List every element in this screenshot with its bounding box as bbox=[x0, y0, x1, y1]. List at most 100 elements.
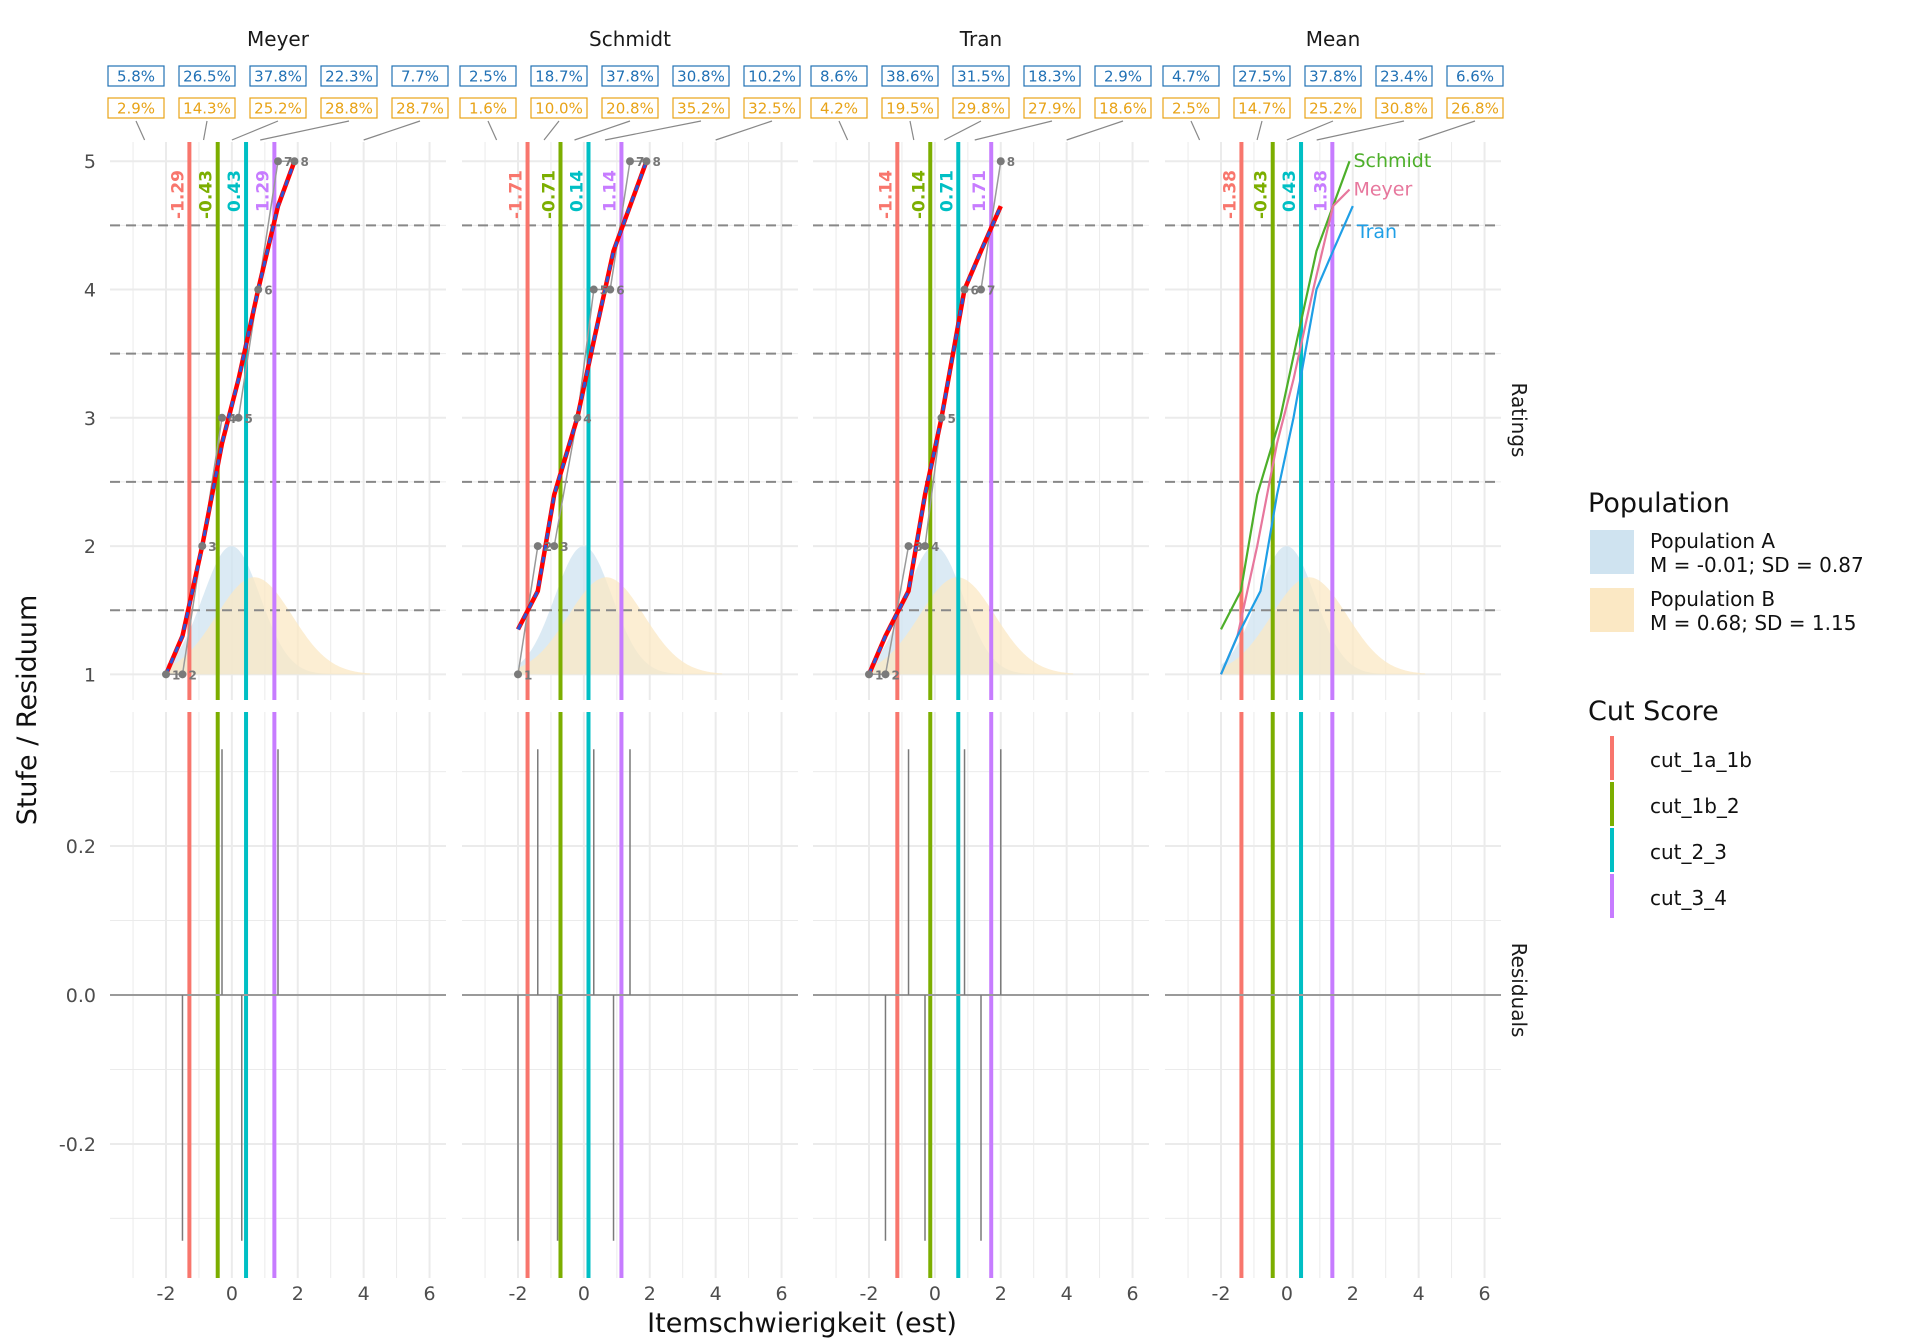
population-a-percent-box bbox=[320, 65, 378, 87]
item-label: 7 bbox=[987, 284, 995, 298]
population-b-percent-label: 30.8% bbox=[1380, 100, 1428, 118]
item-point bbox=[290, 157, 299, 166]
population-a-percent-box bbox=[952, 65, 1010, 87]
x-tick-label: 6 bbox=[423, 1283, 435, 1305]
item-label: 8 bbox=[652, 155, 660, 169]
population-a-percent-label: 31.5% bbox=[957, 68, 1005, 86]
item-point bbox=[234, 413, 243, 422]
cut-label: -0.14 bbox=[909, 170, 929, 219]
item-label: 6 bbox=[971, 284, 979, 298]
panel-meyer: Meyer-1.29 -0.43 0.43 1.295.8% 26.5% 37.8% 22.… bbox=[107, 27, 449, 1305]
population-b-percent-box bbox=[249, 97, 307, 119]
percent-leader-line bbox=[909, 120, 915, 141]
panel-title: Meyer bbox=[247, 27, 310, 51]
legend-label-cut: cut_1a_1b bbox=[1650, 748, 1752, 772]
population-b-percent-box bbox=[1162, 97, 1220, 119]
population-a-percent-label: 22.3% bbox=[325, 68, 373, 86]
row-strip-ratings: Ratings bbox=[1507, 383, 1531, 458]
item-label: 7 bbox=[284, 155, 292, 169]
population-b-percent-label: 20.8% bbox=[606, 100, 654, 118]
percent-leader-line bbox=[543, 120, 560, 141]
item-label: 2 bbox=[188, 668, 196, 682]
population-a-percent-label: 37.8% bbox=[254, 68, 302, 86]
item-label: 1 bbox=[524, 668, 532, 682]
x-tick-label: 6 bbox=[1478, 1283, 1490, 1305]
population-b-percent-box bbox=[952, 97, 1010, 119]
x-tick-label: 4 bbox=[358, 1283, 370, 1305]
percent-leader-line bbox=[260, 120, 350, 141]
item-point bbox=[162, 670, 170, 679]
item-point bbox=[960, 285, 969, 294]
cut-label: 0.14 bbox=[567, 170, 587, 212]
y-tick-label: -0.2 bbox=[59, 1134, 96, 1156]
x-tick-label: 2 bbox=[292, 1283, 304, 1305]
item-point bbox=[977, 285, 985, 294]
cut-label: 0.71 bbox=[937, 170, 957, 212]
legend-layer: Population Population AM = -0.01; SD = 0.… bbox=[1588, 488, 1864, 918]
population-b-percent-box bbox=[672, 97, 730, 119]
cut-label: -0.71 bbox=[539, 170, 559, 219]
x-axis-title: Itemschwierigkeit (est) bbox=[647, 1308, 957, 1339]
population-b-percent-label: 28.8% bbox=[325, 100, 373, 118]
percent-leader-line bbox=[974, 120, 1053, 141]
population-a-percent-box bbox=[178, 65, 236, 87]
population-a-percent-label: 23.4% bbox=[1380, 68, 1428, 86]
percent-leader-line bbox=[1066, 120, 1124, 141]
item-label: 8 bbox=[300, 155, 308, 169]
percent-leader-line bbox=[838, 120, 849, 141]
item-point bbox=[550, 542, 559, 551]
population-a-percent-box bbox=[107, 65, 165, 87]
item-label: 4 bbox=[931, 540, 939, 554]
panel-title: Mean bbox=[1306, 27, 1361, 51]
cut-label: -1.38 bbox=[1220, 170, 1240, 219]
population-b-percent-label: 35.2% bbox=[677, 100, 725, 118]
population-a-percent-box bbox=[249, 65, 307, 87]
population-b-percent-box bbox=[459, 97, 517, 119]
cut-label: -0.43 bbox=[1252, 170, 1272, 219]
y-tick-label: 0.0 bbox=[66, 985, 96, 1007]
population-a-percent-label: 26.5% bbox=[183, 68, 231, 86]
legend-label-population: Population B bbox=[1650, 587, 1775, 611]
population-b-percent-label: 25.2% bbox=[254, 100, 302, 118]
population-b-percent-box bbox=[601, 97, 659, 119]
population-a-percent-label: 27.5% bbox=[1238, 68, 1286, 86]
population-b-percent-label: 4.2% bbox=[820, 100, 858, 118]
x-tick-label: 2 bbox=[995, 1283, 1007, 1305]
x-tick-label: 6 bbox=[775, 1283, 787, 1305]
percent-leader-line bbox=[604, 120, 702, 141]
series-line-meyer bbox=[1219, 188, 1351, 675]
item-label: 8 bbox=[1007, 155, 1015, 169]
percent-leader-line bbox=[1256, 120, 1263, 141]
panel-mean: Mean -1.38 -0.43 0.43 1.38 4.7% 27.5% 37.8% 23.4… bbox=[1162, 27, 1504, 1305]
x-tick-label: 0 bbox=[578, 1283, 590, 1305]
legend-swatch-population bbox=[1590, 530, 1634, 574]
percent-leader-line bbox=[231, 120, 279, 141]
fit-line-blue-dashed bbox=[867, 205, 1003, 675]
population-b-percent-label: 18.6% bbox=[1099, 100, 1147, 118]
fit-line-red bbox=[516, 160, 649, 631]
cut-label: 0.43 bbox=[225, 170, 245, 212]
item-label: 1 bbox=[875, 668, 883, 682]
population-b-percent-label: 28.7% bbox=[396, 100, 444, 118]
legend-label-cut: cut_3_4 bbox=[1650, 886, 1727, 910]
population-b-percent-label: 1.6% bbox=[469, 100, 507, 118]
x-tick-label: -2 bbox=[860, 1283, 879, 1305]
population-a-percent-box bbox=[391, 65, 449, 87]
percent-leader-line bbox=[574, 120, 631, 141]
population-a-percent-label: 18.7% bbox=[535, 68, 583, 86]
population-a-percent-label: 30.8% bbox=[677, 68, 725, 86]
legend-label-population: Population A bbox=[1650, 529, 1775, 553]
cut-label: -1.14 bbox=[876, 170, 896, 219]
y-tick-label: 4 bbox=[84, 280, 96, 302]
y-tick-label: 5 bbox=[84, 151, 96, 173]
population-a-percent-box bbox=[1304, 65, 1362, 87]
population-b-percent-box bbox=[1446, 97, 1504, 119]
percent-leader-line bbox=[943, 120, 982, 141]
x-tick-label: 2 bbox=[644, 1283, 656, 1305]
population-b-percent-label: 14.3% bbox=[183, 100, 231, 118]
percent-leader-line bbox=[487, 120, 498, 141]
population-a-percent-label: 37.8% bbox=[1309, 68, 1357, 86]
x-tick-label: 4 bbox=[710, 1283, 722, 1305]
